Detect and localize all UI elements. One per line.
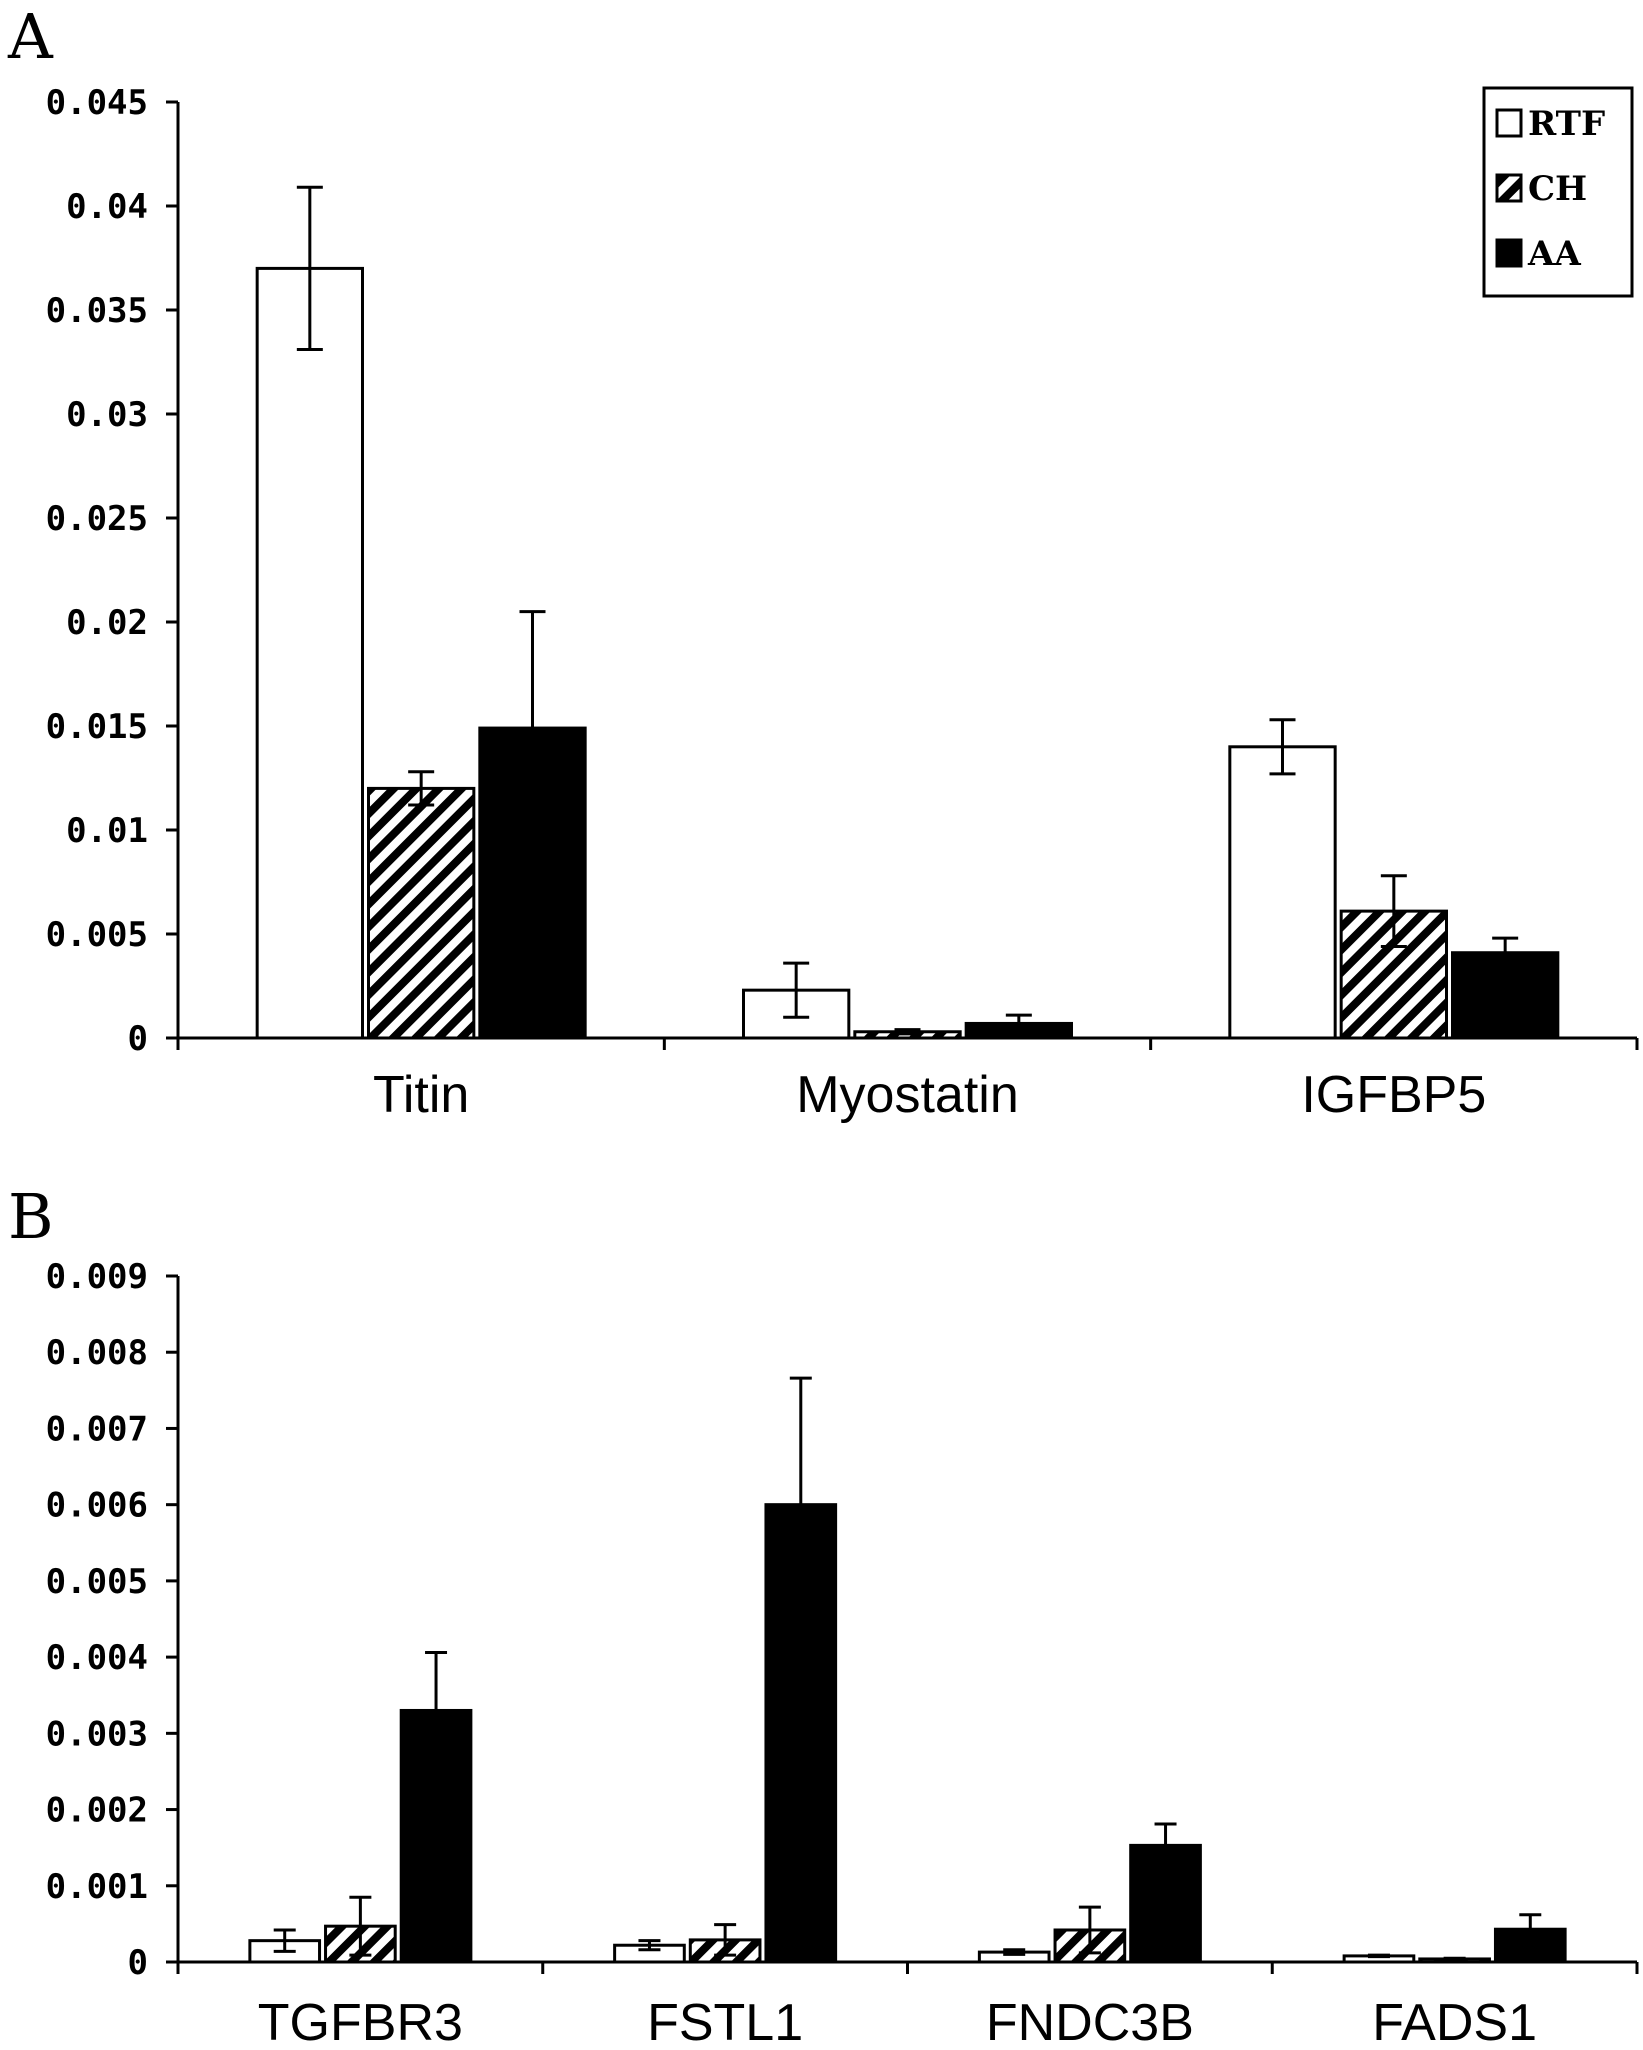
y-tick-label: 0.005 bbox=[46, 915, 148, 955]
y-tick-label: 0.007 bbox=[46, 1409, 148, 1449]
x-category-label: TGFBR3 bbox=[258, 1994, 463, 2050]
y-tick-label: 0.003 bbox=[46, 1714, 148, 1754]
y-tick-label: 0.045 bbox=[46, 83, 148, 123]
y-tick-label: 0.035 bbox=[46, 291, 148, 331]
panel-label-a: A bbox=[7, 0, 54, 73]
x-category-label: FADS1 bbox=[1372, 1994, 1537, 2050]
legend: RTF CH AA bbox=[1482, 86, 1634, 298]
y-tick-label: 0.025 bbox=[46, 499, 148, 539]
bar-rtf bbox=[255, 266, 364, 1040]
y-tick-label: 0.001 bbox=[46, 1867, 148, 1907]
y-tick-label: 0.015 bbox=[46, 707, 148, 747]
legend-swatch-rtf bbox=[1495, 108, 1523, 138]
y-tick-label: 0.01 bbox=[66, 811, 148, 851]
bar-ch bbox=[367, 786, 476, 1040]
chart-panel-b: 0 0.001 0.002 0.003 0.004 0.005 0.006 0.007 0.00… bbox=[46, 1257, 1639, 2050]
y-tick-label: 0 bbox=[128, 1019, 148, 1059]
legend-label-aa: AA bbox=[1527, 234, 1581, 274]
panel-label-b: B bbox=[8, 1180, 54, 1253]
legend-swatch-ch bbox=[1495, 173, 1523, 203]
y-tick-label: 0.03 bbox=[66, 395, 148, 435]
x-category-label: FNDC3B bbox=[986, 1994, 1194, 2050]
y-tick-label: 0.005 bbox=[46, 1562, 148, 1602]
y-tick-label: 0.02 bbox=[66, 603, 148, 643]
y-tick-label: 0.004 bbox=[46, 1638, 148, 1678]
legend-label-rtf: RTF bbox=[1528, 104, 1605, 144]
x-category-label: FSTL1 bbox=[647, 1994, 803, 2050]
y-tick-label: 0.009 bbox=[46, 1257, 148, 1297]
chart-panel-a: 0 0.005 0.01 0.015 0.02 0.025 0.03 0.035 0.04 0.0… bbox=[46, 83, 1639, 1124]
bar-rtf bbox=[1228, 745, 1337, 1040]
x-category-label: Myostatin bbox=[796, 1066, 1019, 1124]
x-category-label: Titin bbox=[373, 1066, 469, 1124]
y-tick-label: 0.006 bbox=[46, 1486, 148, 1526]
legend-swatch-aa bbox=[1495, 238, 1523, 268]
y-tick-label: 0.008 bbox=[46, 1333, 148, 1373]
y-tick-label: 0.04 bbox=[66, 187, 148, 227]
x-category-label: IGFBP5 bbox=[1301, 1066, 1486, 1124]
legend-label-ch: CH bbox=[1528, 169, 1587, 209]
y-tick-label: 0.002 bbox=[46, 1791, 148, 1831]
y-tick-label: 0 bbox=[128, 1943, 148, 1983]
